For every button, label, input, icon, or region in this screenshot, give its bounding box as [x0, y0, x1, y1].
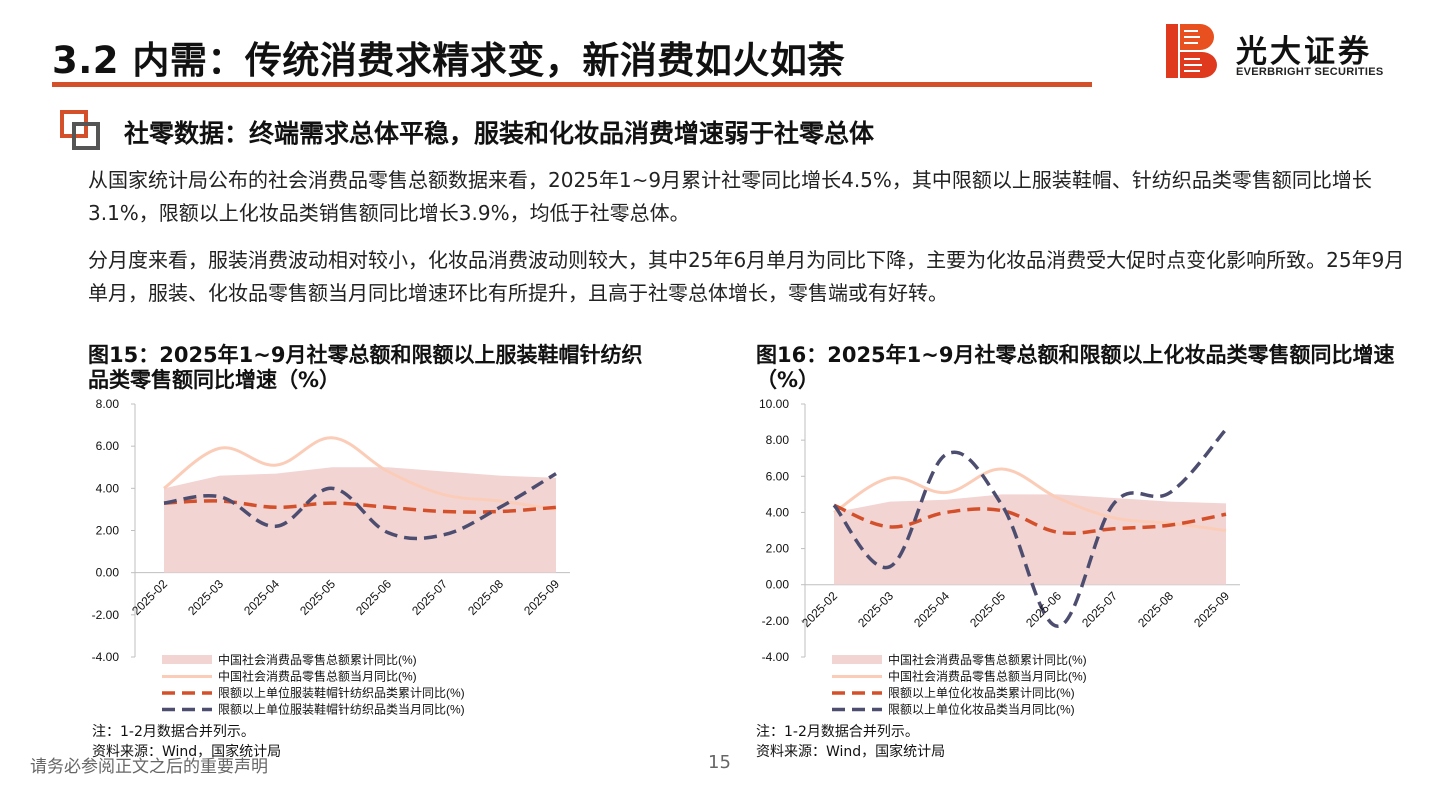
logo-mark-icon	[1166, 24, 1217, 78]
x-tick-label: 2025-06	[1023, 589, 1064, 630]
series-line-1	[163, 436, 557, 511]
logo-text-en: EVERBRIGHT SECURITIES	[1236, 66, 1384, 78]
brand-logo: 光大证券 EVERBRIGHT SECURITIES	[1166, 22, 1406, 82]
figure-16-note: 注：1-2月数据合并列示。	[756, 724, 919, 740]
title-rule	[52, 82, 1092, 87]
x-tick-label: 2025-08	[465, 577, 506, 618]
x-tick-label: 2025-05	[297, 577, 338, 618]
y-tick-label: 4.00	[96, 481, 120, 495]
x-tick-label: 2025-09	[521, 577, 562, 618]
figure-15-notes: 注：1-2月数据合并列示。 资料来源：Wind，国家统计局	[92, 722, 281, 762]
section-title: 社零数据：终端需求总体平稳，服装和化妆品消费增速弱于社零总体	[124, 119, 875, 148]
legend-label-1: 中国社会消费品零售总额当月同比(%)	[218, 669, 417, 684]
page-title: 3.2 内需：传统消费求精求变，新消费如火如荼	[52, 39, 845, 82]
x-tick-label: 2025-07	[409, 577, 450, 618]
chart-figure-16: 10.00 8.00 6.00 4.00 2.00 0.00 -2.00 -4.00 2025-…	[759, 397, 1240, 717]
logo-text-cn: 光大证券	[1236, 34, 1372, 70]
y-tick-label: -2.00	[92, 608, 120, 622]
y-tick-label: -2.00	[762, 614, 790, 628]
paragraph-1: 从国家统计局公布的社会消费品零售总额数据来看，2025年1~9月累计社零同比增长…	[88, 168, 1372, 225]
y-tick-label: 0.00	[96, 566, 120, 580]
legend-label-3: 限额以上单位服装鞋帽针纺织品类当月同比(%)	[218, 702, 465, 717]
x-tick-label: 2025-03	[855, 589, 896, 630]
series-area-0	[164, 467, 556, 573]
y-tick-label: -4.00	[92, 650, 120, 664]
legend-label-1: 中国社会消费品零售总额当月同比(%)	[888, 669, 1087, 684]
figure-16-title: 图16：2025年1~9月社零总额和限额以上化妆品类零售额同比增速（%）	[756, 343, 1395, 392]
y-tick-label: 8.00	[96, 397, 120, 411]
legend-swatch-0	[832, 655, 882, 664]
series-line-2	[163, 499, 557, 514]
legend-swatch-0	[162, 655, 212, 664]
legend-label-0: 中国社会消费品零售总额累计同比(%)	[218, 652, 417, 667]
legend-label-0: 中国社会消费品零售总额累计同比(%)	[888, 652, 1087, 667]
series-area-0	[834, 494, 1226, 585]
footer-disclaimer: 请务必参阅正文之后的重要声明	[30, 757, 268, 777]
y-tick-label: 0.00	[766, 578, 790, 592]
x-tick-label: 2025-09	[1191, 589, 1232, 630]
section-bullet-icon	[60, 110, 100, 150]
paragraph-2: 分月度来看，服装消费波动相对较小，化妆品消费波动则较大，其中25年6月单月为同比…	[88, 248, 1405, 305]
series-line-1	[833, 467, 1227, 532]
x-tick-label: 2025-05	[967, 589, 1008, 630]
legend-label-2: 限额以上单位服装鞋帽针纺织品类累计同比(%)	[218, 685, 465, 700]
series-line-2	[833, 503, 1227, 536]
y-tick-label: 6.00	[766, 469, 790, 483]
y-tick-label: 6.00	[96, 439, 120, 453]
x-tick-label: 2025-04	[911, 589, 952, 630]
series-line-3	[163, 472, 557, 541]
x-tick-label: 2025-07	[1079, 589, 1120, 630]
figure-15-source: 资料来源：Wind，国家统计局	[92, 744, 282, 760]
y-tick-label: -4.00	[762, 650, 790, 664]
figure-15-note: 注：1-2月数据合并列示。	[92, 724, 255, 740]
figure-16-source: 资料来源：Wind，国家统计局	[756, 744, 946, 760]
figure-16-notes: 注：1-2月数据合并列示。 资料来源：Wind，国家统计局	[756, 722, 945, 762]
x-tick-label: 2025-04	[241, 577, 282, 618]
legend-label-2: 限额以上单位化妆品类累计同比(%)	[888, 685, 1075, 700]
page-number: 15	[708, 752, 731, 773]
y-tick-label: 10.00	[759, 397, 789, 411]
y-tick-label: 2.00	[766, 542, 790, 556]
legend-label-3: 限额以上单位化妆品类当月同比(%)	[888, 702, 1075, 717]
x-tick-label: 2025-06	[353, 577, 394, 618]
y-tick-label: 2.00	[96, 524, 120, 538]
y-tick-label: 4.00	[766, 505, 790, 519]
figure-15-title: 图15：2025年1~9月社零总额和限额以上服装鞋帽针纺织品类零售额同比增速（%…	[88, 343, 643, 392]
x-tick-label: 2025-03	[185, 577, 226, 618]
y-tick-label: 8.00	[766, 433, 790, 447]
x-tick-label: 2025-08	[1135, 589, 1176, 630]
